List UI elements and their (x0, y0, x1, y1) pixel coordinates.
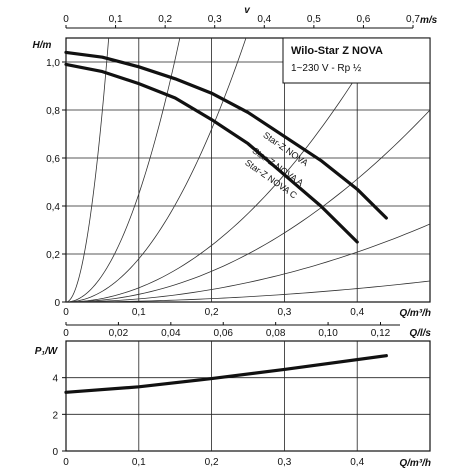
head-curve-line (64, 62, 359, 244)
head-ytick-label: 0,4 (46, 202, 60, 213)
head-curve-line (64, 50, 388, 220)
system-curves (66, 38, 430, 302)
flow-ls-tick-label: 0 (63, 328, 69, 339)
head-plot-frame (65, 37, 431, 303)
flow-ls-tick-label: 0,08 (266, 328, 286, 339)
power-ticks: 0 2 4 0 0,1 0,2 0,3 0,4 (52, 374, 364, 468)
velocity-axis-unit: m/s (420, 15, 438, 26)
velocity-tick-label: 0,7 (406, 14, 420, 25)
system-curve (66, 223, 430, 302)
power-curve (64, 354, 388, 394)
power-axis-label: P₁/W (35, 346, 59, 357)
system-curve (66, 109, 430, 302)
velocity-tick-label: 0,3 (208, 14, 222, 25)
head-ytick-label: 0,2 (46, 250, 60, 261)
head-ytick-label: 0 (54, 298, 60, 309)
velocity-tick-label: 0,1 (109, 14, 123, 25)
chart-subtitle: 1~230 V - Rp ½ (291, 63, 362, 74)
power-grid (66, 341, 430, 451)
flow-ls-tick-label: 0,02 (109, 328, 129, 339)
flow-ls-tick-label: 0,06 (214, 328, 234, 339)
flow-ls-axis-unit: Q/l/s (409, 328, 431, 339)
power-ytick-label: 2 (52, 410, 58, 421)
power-ytick-label: 4 (52, 374, 58, 385)
power-xtick-label: 0 (63, 457, 69, 468)
flow-ls-tick-label: 0,10 (318, 328, 338, 339)
flow-ls-tick-label: 0,12 (371, 328, 391, 339)
flow-ls-axis: 0 0,02 0,04 0,06 0,08 0,10 0,12 (63, 322, 400, 339)
velocity-tick-label: 0,4 (257, 14, 271, 25)
head-ytick-label: 0,8 (46, 106, 60, 117)
velocity-axis-label: v (244, 5, 251, 16)
velocity-tick-label: 0,5 (307, 14, 321, 25)
title-frame (282, 37, 431, 84)
flow-axis-label: Q/m³/h (399, 308, 431, 319)
head-xtick-label: 0,3 (277, 307, 291, 318)
power-plot: 0 2 4 0 0,1 0,2 0,3 0,4 P₁/W Q/m³/h (35, 340, 431, 469)
head-xtick-label: 0,2 (205, 307, 219, 318)
power-ytick-label: 0 (52, 447, 58, 458)
velocity-tick-label: 0,2 (158, 14, 172, 25)
head-axis-label: H/m (33, 40, 52, 51)
head-ticks: 0 0,2 0,4 0,6 0,8 1,0 0 0,1 0,2 0,3 0,4 (46, 58, 364, 318)
head-ytick-label: 0,6 (46, 154, 60, 165)
system-curve (66, 38, 181, 302)
system-curve (66, 38, 110, 302)
power-xtick-label: 0,2 (205, 457, 219, 468)
chart-title: Wilo-Star Z NOVA (291, 45, 383, 57)
power-curve-line (64, 354, 388, 394)
head-xtick-label: 0 (63, 307, 69, 318)
power-xtick-label: 0,4 (350, 457, 364, 468)
head-xtick-label: 0,1 (132, 307, 146, 318)
power-flow-axis-label: Q/m³/h (399, 458, 431, 469)
head-ytick-label: 1,0 (46, 58, 60, 69)
flow-ls-tick-label: 0,04 (161, 328, 181, 339)
system-curve (66, 38, 247, 302)
power-xtick-label: 0,1 (132, 457, 146, 468)
velocity-tick-label: 0 (63, 14, 69, 25)
velocity-axis: 0 0,1 0,2 0,3 0,4 0,5 0,6 0,7 (63, 14, 420, 29)
power-xtick-label: 0,3 (277, 457, 291, 468)
system-curve (66, 38, 381, 302)
head-curves (64, 50, 388, 244)
head-xtick-label: 0,4 (350, 307, 364, 318)
velocity-tick-label: 0,6 (356, 14, 370, 25)
power-plot-frame (65, 340, 431, 452)
chart-title-box: Wilo-Star Z NOVA 1~230 V - Rp ½ (282, 37, 431, 84)
system-curve (66, 280, 430, 302)
